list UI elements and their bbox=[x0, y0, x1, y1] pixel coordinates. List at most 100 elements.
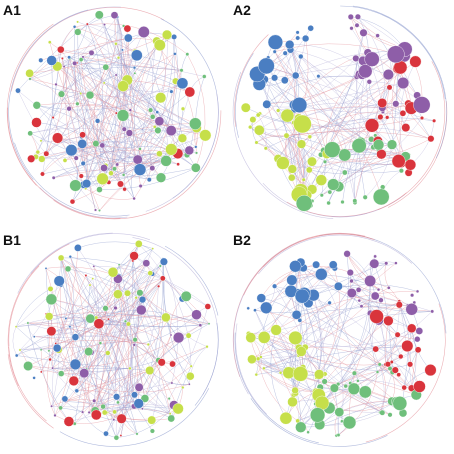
network-node bbox=[105, 350, 111, 356]
network-edge bbox=[86, 74, 117, 184]
network-node bbox=[74, 244, 82, 252]
network-node bbox=[113, 305, 118, 311]
network-node bbox=[115, 162, 120, 167]
network-edge bbox=[340, 5, 446, 100]
network-edge bbox=[379, 372, 393, 413]
network-node bbox=[307, 156, 317, 167]
network-node bbox=[85, 313, 96, 324]
network-edge bbox=[127, 36, 175, 81]
network-node bbox=[57, 45, 65, 54]
network-node bbox=[39, 348, 43, 352]
network-node bbox=[358, 64, 373, 79]
network-edge bbox=[177, 83, 190, 151]
network-node bbox=[125, 321, 131, 327]
panel-label-a2: A2 bbox=[233, 2, 251, 18]
network-node bbox=[81, 55, 85, 59]
network-node bbox=[202, 74, 207, 79]
network-edge bbox=[74, 26, 136, 53]
network-node bbox=[383, 315, 394, 326]
network-node bbox=[391, 154, 406, 169]
network-node bbox=[282, 50, 288, 56]
network-node bbox=[88, 49, 95, 56]
network-node bbox=[373, 254, 377, 259]
network-node bbox=[116, 56, 121, 60]
network-node bbox=[294, 288, 310, 304]
network-edge bbox=[46, 49, 62, 154]
panel-b1: B1 bbox=[3, 232, 219, 447]
network-node bbox=[271, 74, 279, 82]
network-node bbox=[323, 159, 328, 164]
network-edge bbox=[97, 120, 198, 132]
network-node bbox=[96, 172, 109, 185]
network-edge bbox=[130, 110, 150, 180]
network-node bbox=[285, 39, 295, 50]
network-edge bbox=[261, 262, 301, 335]
network-edge bbox=[77, 31, 188, 156]
network-edge bbox=[80, 59, 121, 185]
network-node bbox=[326, 200, 331, 206]
network-node bbox=[18, 348, 22, 352]
network-node bbox=[253, 124, 265, 136]
network-edge bbox=[60, 49, 205, 77]
network-edge bbox=[107, 352, 153, 432]
network-node bbox=[27, 130, 34, 137]
network-node bbox=[100, 164, 108, 172]
network-edge bbox=[94, 321, 168, 411]
network-node bbox=[58, 405, 63, 411]
network-node bbox=[296, 139, 307, 149]
network-node bbox=[134, 382, 144, 392]
network-node bbox=[114, 42, 118, 46]
network-node bbox=[204, 303, 212, 310]
network-node bbox=[255, 112, 261, 118]
network-node bbox=[76, 20, 80, 24]
network-node bbox=[316, 74, 321, 79]
network-node bbox=[45, 293, 58, 305]
network-node bbox=[159, 275, 166, 282]
network-edge bbox=[275, 291, 418, 331]
network-edge bbox=[52, 323, 99, 369]
network-node bbox=[69, 358, 82, 371]
network-node bbox=[369, 258, 380, 269]
network-edge bbox=[82, 56, 137, 163]
network-edge bbox=[346, 253, 376, 297]
panel-b2: B2 bbox=[232, 232, 447, 447]
network-node bbox=[395, 301, 403, 309]
network-edge bbox=[73, 26, 96, 211]
network-node bbox=[46, 326, 57, 337]
network-node bbox=[254, 372, 258, 377]
network-node bbox=[68, 255, 72, 259]
network-edge bbox=[117, 16, 126, 190]
network-node bbox=[62, 158, 68, 163]
network-edge bbox=[331, 194, 405, 218]
network-edge bbox=[263, 355, 299, 369]
network-node bbox=[347, 382, 361, 395]
network-node bbox=[124, 289, 131, 297]
network-edge bbox=[19, 257, 62, 351]
network-node bbox=[117, 180, 124, 188]
network-edge bbox=[60, 257, 92, 353]
network-edge bbox=[59, 388, 210, 447]
network-node bbox=[189, 117, 202, 130]
network-node bbox=[372, 345, 380, 353]
network-node bbox=[385, 115, 390, 120]
network-edge bbox=[96, 317, 210, 327]
edges-a1 bbox=[6, 6, 222, 220]
network-node bbox=[58, 370, 65, 377]
network-edge bbox=[88, 351, 104, 407]
network-node bbox=[121, 173, 126, 177]
network-node bbox=[25, 69, 34, 78]
network-node bbox=[51, 175, 56, 180]
network-node bbox=[135, 432, 139, 436]
network-edge bbox=[8, 346, 47, 422]
network-node bbox=[392, 100, 400, 108]
network-edge bbox=[54, 6, 121, 26]
network-node bbox=[53, 275, 65, 287]
network-node bbox=[394, 331, 401, 338]
network-node bbox=[40, 370, 43, 374]
network-edge bbox=[139, 36, 178, 170]
network-edge bbox=[15, 288, 51, 327]
network-node bbox=[92, 398, 97, 403]
network-edge bbox=[291, 32, 364, 178]
network-node bbox=[272, 49, 277, 54]
network-node bbox=[181, 385, 185, 390]
